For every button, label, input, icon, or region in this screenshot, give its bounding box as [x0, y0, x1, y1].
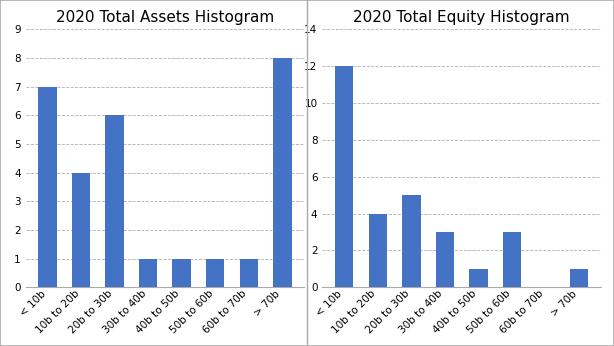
Title: 2020 Total Equity Histogram: 2020 Total Equity Histogram [353, 10, 570, 25]
Bar [239, 258, 258, 287]
Bar [206, 258, 225, 287]
Bar [570, 269, 588, 287]
Title: 2020 Total Assets Histogram: 2020 Total Assets Histogram [56, 10, 274, 25]
Bar [72, 173, 90, 287]
Bar [503, 232, 521, 287]
Bar [273, 58, 292, 287]
Bar [402, 195, 421, 287]
Bar [139, 258, 157, 287]
Bar [173, 258, 191, 287]
Bar [106, 115, 124, 287]
Bar [335, 66, 354, 287]
Bar [435, 232, 454, 287]
Bar [38, 86, 56, 287]
Bar [368, 213, 387, 287]
Bar [469, 269, 488, 287]
